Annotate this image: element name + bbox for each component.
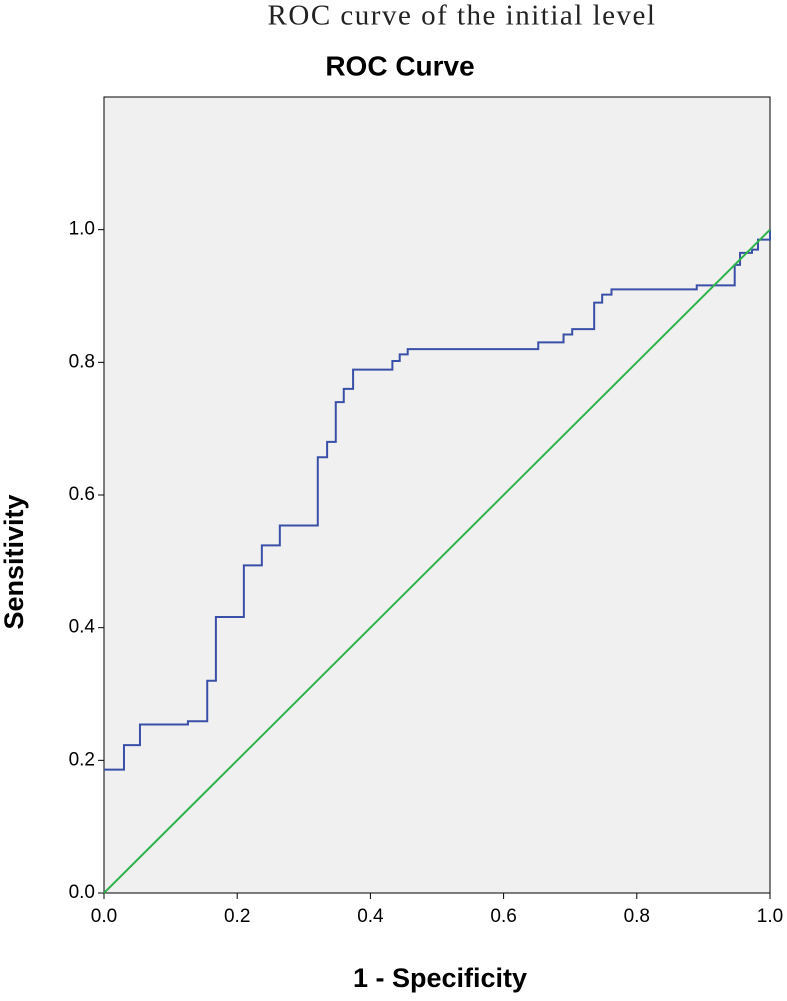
- x-tick-label: 0.6: [490, 906, 516, 927]
- y-tick-label: 0.2: [69, 749, 95, 770]
- x-tick-label: 1.0: [757, 906, 783, 927]
- x-tick-label: 0.4: [357, 906, 384, 927]
- y-tick-label: 0.0: [69, 882, 95, 903]
- curve: [103, 228, 771, 894]
- plot-area: [103, 96, 771, 894]
- curve: [104, 229, 771, 771]
- y-tick-label: 0.6: [69, 484, 95, 505]
- x-tick-label: 0.0: [91, 906, 117, 927]
- chart-title: ROC Curve: [325, 50, 474, 81]
- y-axis-label: Sensitivity: [0, 494, 29, 629]
- caption: ROC curve of the initial level: [268, 0, 657, 32]
- x-axis-label: 1 - Specificity: [353, 963, 527, 993]
- y-tick-label: 0.8: [69, 351, 95, 372]
- x-tick-label: 0.8: [624, 906, 650, 927]
- x-tick-label: 0.2: [224, 906, 250, 927]
- y-tick-label: 0.4: [69, 617, 96, 638]
- y-tick-label: 1.0: [69, 219, 95, 240]
